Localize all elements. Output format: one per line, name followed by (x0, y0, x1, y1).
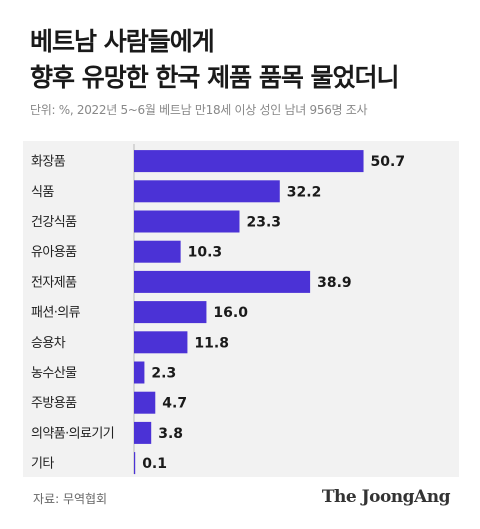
source-note: 자료: 무역협회 (33, 492, 108, 506)
category-label: 승용차 (31, 336, 66, 351)
bar (134, 150, 364, 173)
title-line-2: 향후 유망한 한국 제품 품목 물었더니 (30, 63, 400, 92)
category-label: 기타 (31, 457, 54, 472)
bar (134, 301, 207, 324)
bar (134, 270, 311, 293)
value-label: 2.3 (151, 366, 176, 382)
chart-title: 베트남 사람들에게 향후 유망한 한국 제품 품목 물었더니 (30, 24, 400, 96)
unit-note: 단위: %, 2022년 5~6월 베트남 만18세 이상 성인 남녀 956명… (30, 103, 368, 117)
category-label: 화장품 (31, 155, 66, 170)
category-label: 건강식품 (31, 215, 77, 230)
category-label: 식품 (31, 185, 54, 200)
value-label: 50.7 (371, 154, 406, 170)
category-label: 주방용품 (31, 396, 77, 411)
category-label: 의약품·의료기기 (31, 426, 114, 441)
brand-logo: The JoongAng (321, 487, 451, 507)
category-label: 농수산물 (31, 366, 77, 381)
value-label: 4.7 (162, 396, 187, 412)
bar-chart: 화장품 50.7 식품 32.2 건강식품 23.3 유아용품 10.3 전자제품 38.9 패션·… (31, 144, 406, 475)
bar (134, 452, 136, 475)
value-label: 32.2 (287, 184, 322, 200)
bar (134, 210, 240, 233)
value-label: 0.1 (142, 456, 167, 472)
bar (134, 421, 152, 444)
value-label: 10.3 (188, 245, 223, 261)
value-label: 11.8 (194, 335, 229, 351)
bar (134, 331, 188, 354)
bar (134, 391, 156, 414)
bar (134, 361, 145, 384)
bar (134, 240, 181, 263)
title-line-1: 베트남 사람들에게 (30, 27, 215, 56)
value-label: 16.0 (213, 305, 248, 321)
value-label: 23.3 (246, 215, 281, 231)
category-label: 전자제품 (31, 275, 77, 290)
value-label: 38.9 (317, 275, 352, 291)
bar (134, 180, 280, 203)
value-label: 3.8 (158, 426, 183, 442)
category-label: 패션·의류 (31, 306, 81, 321)
category-label: 유아용품 (31, 245, 77, 260)
chart-area: 화장품 50.7 식품 32.2 건강식품 23.3 유아용품 10.3 전자제품 38.9 패션·… (23, 141, 459, 477)
